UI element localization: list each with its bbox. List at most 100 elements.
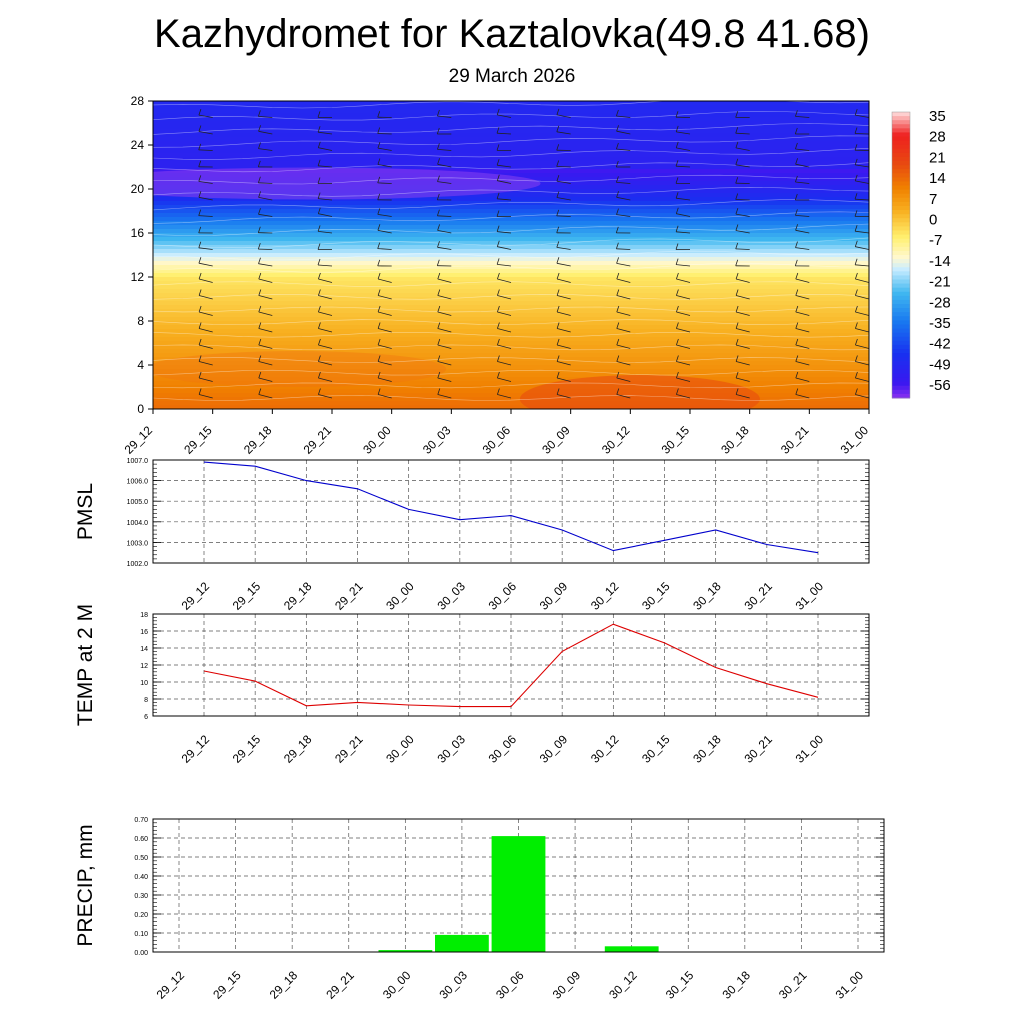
colorbar-swatch	[892, 136, 910, 142]
wind-barb	[616, 328, 631, 333]
wind-barb	[556, 197, 571, 201]
wind-barb	[855, 278, 869, 283]
heat-band	[153, 337, 869, 342]
wind-barb-flag	[198, 175, 202, 182]
wind-barb	[736, 295, 750, 300]
y-tick-label: 1004.0	[127, 520, 149, 527]
wind-barb-flag	[257, 226, 261, 233]
wind-barb-flag	[616, 191, 619, 198]
wind-barb	[318, 295, 333, 300]
wind-barb-flag	[795, 388, 799, 395]
wind-barb-flag	[258, 322, 262, 329]
panel-frame	[152, 818, 885, 953]
wind-barb-flag	[377, 272, 381, 280]
wind-barb	[855, 264, 869, 267]
wind-barb-flag	[615, 160, 619, 168]
wind-barb	[736, 328, 750, 333]
heat-band	[153, 305, 869, 310]
y-tick-label: 4	[137, 358, 144, 372]
colorbar-swatch	[892, 238, 910, 244]
wind-barb-flag	[198, 160, 202, 167]
wind-barb	[675, 165, 691, 168]
colorbar-label: 35	[929, 108, 946, 125]
wind-barb	[377, 182, 392, 184]
y-tick-label: 14	[140, 646, 148, 653]
wind-barb	[616, 148, 631, 151]
wind-barb	[378, 311, 392, 316]
heat-band	[153, 257, 869, 262]
wind-barb-flag	[496, 240, 500, 247]
wind-barb-flag	[496, 258, 500, 265]
wind-barb	[676, 264, 691, 267]
wind-barb-flag	[616, 305, 620, 313]
wind-barb-flag	[735, 111, 739, 118]
wind-barb-flag	[377, 224, 381, 231]
wind-barb	[258, 278, 273, 283]
wind-barb-flag	[377, 355, 381, 362]
wind-barb-flag	[198, 125, 202, 132]
wind-barb	[736, 344, 750, 349]
colorbar-swatch	[892, 332, 910, 338]
colorbar-swatch	[892, 177, 910, 182]
colorbar-swatch	[892, 357, 910, 362]
heat-band	[153, 385, 869, 390]
wind-barb-flag	[616, 355, 620, 362]
heat-band	[153, 241, 869, 246]
wind-barb	[855, 328, 869, 333]
wind-barb-flag	[258, 191, 261, 198]
wind-barb-flag	[497, 322, 500, 329]
wind-barb-flag	[735, 207, 739, 215]
wind-barb	[378, 295, 392, 300]
wind-barb-flag	[616, 388, 620, 395]
heat-band	[153, 349, 869, 354]
temperature-cross-section-panel: 0 4 8 12 16 20 24 28 29_12 29_15 29_18 29_21 30_00 30…	[122, 94, 872, 457]
colorbar-swatch	[892, 222, 910, 227]
contour-line	[153, 174, 869, 185]
y-tick-label: 6	[144, 714, 148, 721]
contour-line	[153, 357, 869, 363]
wind-barb-flag	[377, 242, 381, 249]
heat-band	[153, 397, 869, 402]
y-tick-label: 0.00	[134, 950, 148, 957]
colorbar-swatch	[892, 304, 910, 309]
wind-barb	[556, 215, 571, 217]
wind-barb-flag	[675, 258, 679, 265]
wind-barb-flag	[496, 174, 500, 181]
wind-barb-flag	[377, 371, 381, 379]
y-tick-label: 0.20	[134, 912, 148, 919]
wind-barb	[616, 311, 631, 316]
colorbar-swatch	[892, 348, 910, 354]
wind-barb-flag	[735, 305, 739, 313]
wind-barb-flag	[437, 224, 440, 231]
wind-barb-flag	[258, 208, 261, 215]
colorbar: 35 28 21 14 7 0 -7 -14 -21 -28 -35 -42 -49 -56	[891, 108, 951, 399]
wind-barb-flag	[377, 111, 381, 118]
wind-barb	[497, 198, 512, 201]
heat-band	[153, 137, 869, 142]
colorbar-swatch	[892, 197, 910, 203]
colorbar-swatch	[892, 385, 910, 391]
wind-barb-flag	[556, 125, 560, 132]
x-tick-label: 29_18	[281, 579, 315, 613]
wind-barb-flag	[794, 259, 798, 267]
wind-barb-flag	[258, 289, 262, 296]
wind-barb-flag	[377, 193, 381, 200]
y-tick-label: 8	[144, 697, 148, 704]
wind-barb	[676, 131, 691, 135]
wind-barb-flag	[139, 290, 141, 296]
x-tick-label: 30_21	[776, 968, 810, 1002]
wind-barb	[497, 246, 512, 250]
colorbar-swatch	[892, 246, 910, 252]
wind-barb-flag	[198, 272, 202, 280]
colorbar-label: 0	[929, 212, 937, 229]
wind-barb	[735, 213, 750, 217]
colorbar-swatch	[892, 169, 910, 174]
wind-barb	[153, 265, 154, 266]
heat-band	[153, 237, 869, 242]
wind-barb	[198, 114, 213, 118]
heat-band	[153, 161, 869, 166]
x-tick-label: 30_00	[360, 423, 394, 457]
wind-barb-flag	[497, 371, 500, 379]
heat-band	[153, 293, 869, 298]
colorbar-label: 28	[929, 129, 946, 146]
